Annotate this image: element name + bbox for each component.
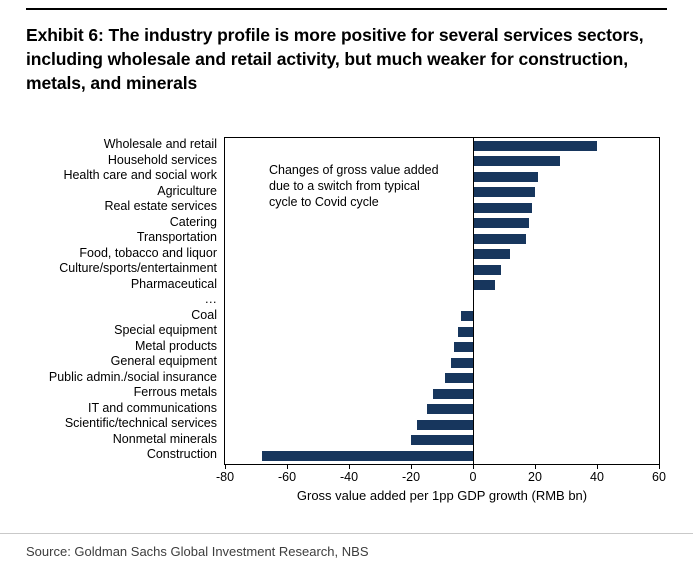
bar-catering (473, 218, 529, 229)
category-label: Metal products (135, 338, 217, 353)
bar-agriculture (473, 187, 535, 198)
source-divider (0, 532, 693, 534)
x-tick-mark (224, 464, 226, 469)
category-label: Food, tobacco and liquor (79, 245, 217, 260)
x-tick-mark (348, 464, 350, 469)
bar-general-equipment (451, 357, 473, 368)
annotation: Changes of gross value added due to a sw… (269, 163, 439, 209)
category-label: Culture/sports/entertainment (59, 261, 217, 275)
x-tick-label: -80 (215, 469, 235, 484)
bar-transportation (473, 233, 526, 244)
bar-construction (262, 450, 473, 461)
category-label: General equipment (110, 354, 217, 368)
x-tick-mark (534, 464, 536, 469)
bar-scientific-technical-services (417, 419, 473, 430)
category-label: Public admin./social insurance (48, 369, 217, 384)
bar-real-estate-services (473, 202, 532, 213)
bar-ferrous-metals (432, 388, 473, 399)
x-tick-label: 40 (590, 469, 604, 484)
x-tick-mark (596, 464, 598, 469)
category-label: Scientific/technical services (64, 416, 217, 430)
category-label: Wholesale and retail (103, 137, 217, 151)
bar-food-tobacco-and-liquor (473, 249, 511, 260)
category-label: Coal (191, 307, 217, 322)
x-tick-mark (472, 464, 474, 469)
category-label: Construction (146, 447, 217, 461)
category-label: Agriculture (157, 183, 217, 198)
top-divider (26, 8, 667, 10)
category-label: Special equipment (114, 323, 217, 337)
bar-health-care-and-social-work (473, 171, 539, 182)
category-label: … (204, 292, 218, 306)
bar-coal (460, 311, 473, 322)
x-tick-label: -60 (277, 469, 297, 484)
category-label: Pharmaceutical (130, 276, 217, 291)
x-tick-label: 20 (528, 469, 542, 484)
x-tick-mark (286, 464, 288, 469)
x-tick-label: -20 (401, 469, 421, 484)
bar-pharmaceutical (473, 280, 495, 291)
x-tick-mark (658, 464, 660, 469)
category-label: Nonmetal minerals (112, 431, 217, 446)
bar-metal-products (454, 342, 473, 353)
category-label: Catering (169, 214, 217, 229)
bar-it-and-communications (426, 404, 473, 415)
category-label: Health care and social work (63, 168, 217, 182)
bar-special-equipment (457, 326, 473, 337)
category-label: IT and communications (88, 400, 217, 415)
x-ticks: -80 -60 -40 -20 0 20 40 60 (216, 464, 666, 487)
category-label: Household services (107, 152, 217, 167)
x-axis-label: Gross value added per 1pp GDP growth (RM… (296, 487, 588, 503)
x-tick-mark (410, 464, 412, 469)
bar-household-services (473, 156, 560, 167)
bar-wholesale-and-retail (473, 140, 597, 151)
page: Exhibit 6: The industry profile is more … (0, 8, 693, 586)
bar-nonmetal-minerals (411, 435, 473, 446)
x-tick-label: 0 (469, 469, 477, 484)
category-label: Real estate services (104, 199, 217, 213)
source-note: Source: Goldman Sachs Global Investment … (26, 543, 369, 559)
category-labels: Wholesale and retail Household services He… (26, 137, 224, 463)
exhibit-title: Exhibit 6: The industry profile is more … (26, 25, 644, 93)
bar-public-admin-social-insurance (445, 373, 473, 384)
category-label: Transportation (136, 230, 217, 244)
x-tick-label: -40 (339, 469, 359, 484)
bar-culture-sports-entertainment (473, 264, 501, 275)
category-label: Ferrous metals (133, 385, 217, 399)
chart: Wholesale and retail Household services He… (26, 137, 667, 503)
plot-area: Changes of gross value added due to a sw… (224, 137, 660, 465)
zero-axis-line (472, 138, 474, 464)
x-tick-label: 60 (652, 469, 666, 484)
